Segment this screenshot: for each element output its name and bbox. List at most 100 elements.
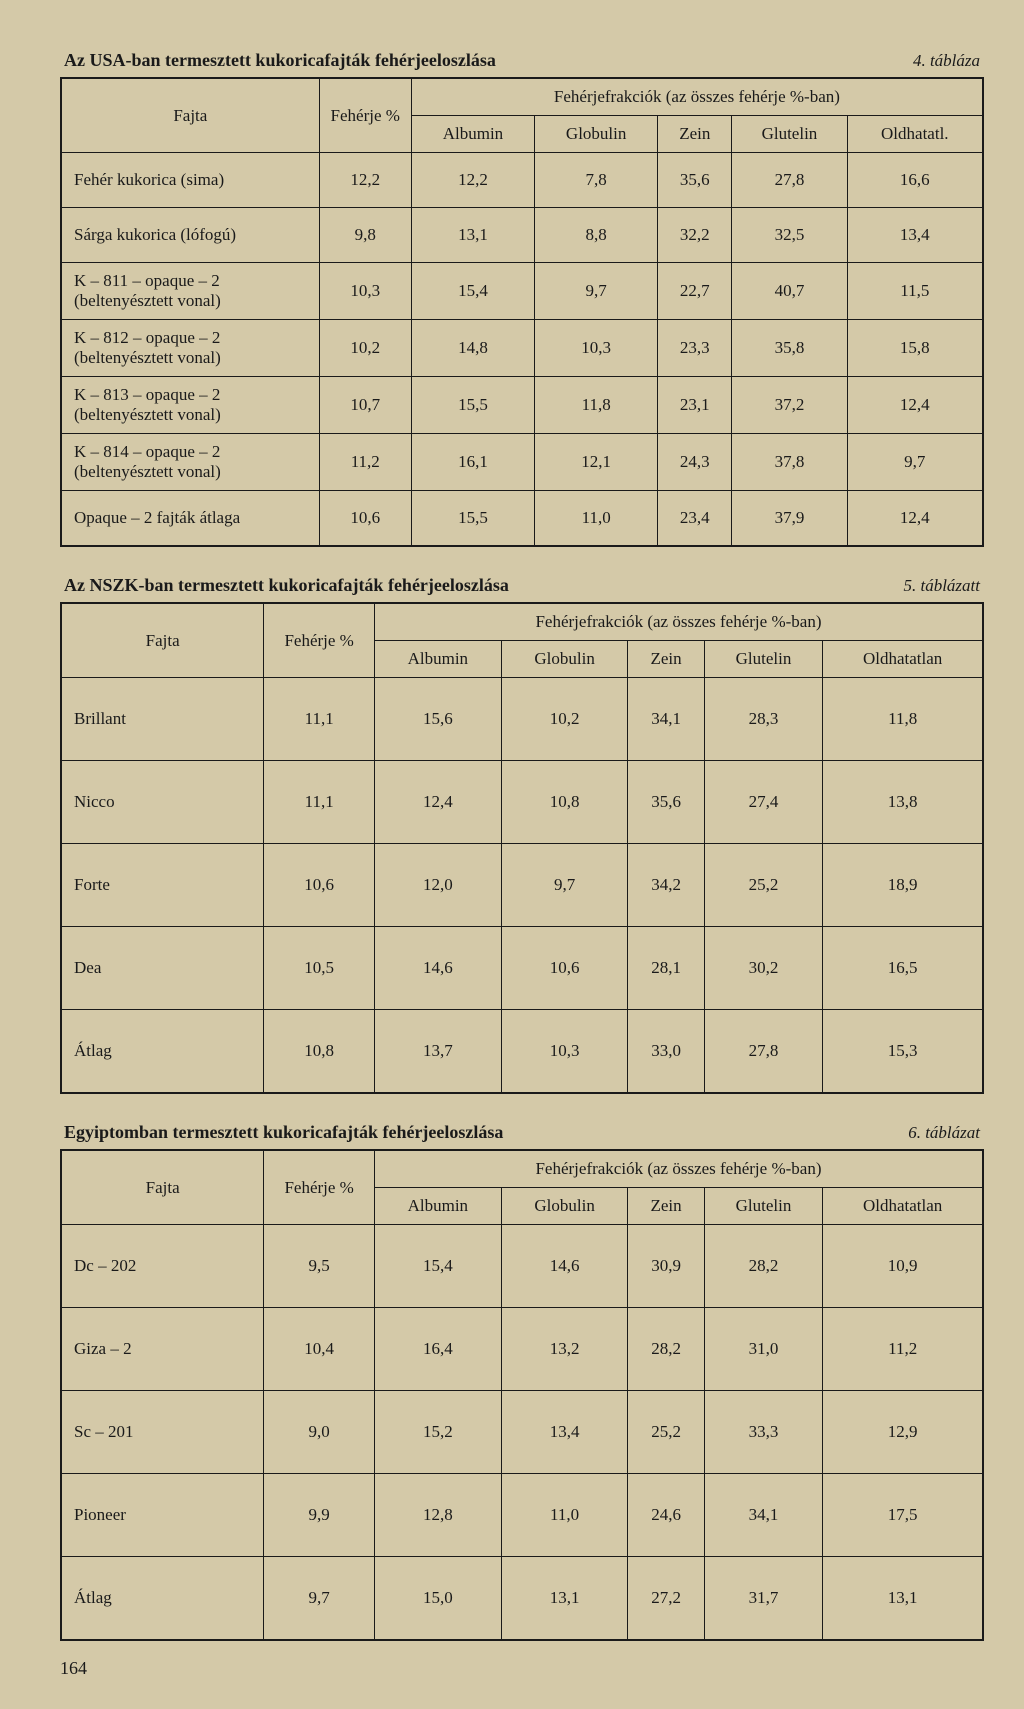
cell: 15,0 (374, 1557, 501, 1641)
cell: 25,2 (628, 1391, 704, 1474)
cell: 11,2 (319, 434, 411, 491)
cell: 12,0 (374, 844, 501, 927)
cell: 16,4 (374, 1308, 501, 1391)
cell: 12,9 (823, 1391, 983, 1474)
table-3-h-fajta: Fajta (61, 1150, 264, 1225)
cell: 15,5 (411, 491, 534, 547)
cell: 13,4 (847, 208, 983, 263)
table-3-num: 6. táblázat (908, 1123, 980, 1143)
row-name: Sc – 201 (61, 1391, 264, 1474)
cell: 23,3 (658, 320, 732, 377)
cell: 18,9 (823, 844, 983, 927)
cell: 37,8 (732, 434, 847, 491)
cell: 27,8 (732, 153, 847, 208)
table-1-h-c0: Albumin (411, 116, 534, 153)
row-name: Átlag (61, 1557, 264, 1641)
cell: 12,4 (374, 761, 501, 844)
row-name: Nicco (61, 761, 264, 844)
cell: 35,8 (732, 320, 847, 377)
cell: 11,0 (501, 1474, 628, 1557)
table-2-h-c2: Zein (628, 641, 704, 678)
cell: 37,2 (732, 377, 847, 434)
cell: 32,5 (732, 208, 847, 263)
cell: 15,6 (374, 678, 501, 761)
cell: 9,0 (264, 1391, 375, 1474)
cell: 10,6 (264, 844, 375, 927)
cell: 11,1 (264, 761, 375, 844)
cell: 31,0 (704, 1308, 823, 1391)
row-name: Pioneer (61, 1474, 264, 1557)
table-1-h-c1: Globulin (535, 116, 658, 153)
table-1-title: Az USA-ban termesztett kukoricafajták fe… (64, 50, 496, 71)
table-2-h-c3: Glutelin (704, 641, 823, 678)
cell: 10,5 (264, 927, 375, 1010)
table-1: Fajta Fehérje % Fehérjefrakciók (az össz… (60, 77, 984, 547)
cell: 40,7 (732, 263, 847, 320)
table-1-h-c3: Glutelin (732, 116, 847, 153)
cell: 9,7 (847, 434, 983, 491)
row-name: Opaque – 2 fajták átlaga (61, 491, 319, 547)
table-row: Pioneer9,912,811,024,634,117,5 (61, 1474, 983, 1557)
cell: 24,6 (628, 1474, 704, 1557)
cell: 14,8 (411, 320, 534, 377)
cell: 12,2 (319, 153, 411, 208)
cell: 15,8 (847, 320, 983, 377)
table-block-2: Az NSZK-ban termesztett kukoricafajták f… (60, 575, 984, 1094)
cell: 10,3 (535, 320, 658, 377)
cell: 23,4 (658, 491, 732, 547)
cell: 9,5 (264, 1225, 375, 1308)
cell: 15,2 (374, 1391, 501, 1474)
row-name: Giza – 2 (61, 1308, 264, 1391)
table-2-h-feherje: Fehérje % (264, 603, 375, 678)
table-3-h-c4: Oldhatatlan (823, 1188, 983, 1225)
table-2-title: Az NSZK-ban termesztett kukoricafajták f… (64, 575, 509, 596)
cell: 9,7 (535, 263, 658, 320)
cell: 11,1 (264, 678, 375, 761)
table-3-h-c3: Glutelin (704, 1188, 823, 1225)
row-name: Brillant (61, 678, 264, 761)
cell: 11,8 (823, 678, 983, 761)
page: Az USA-ban termesztett kukoricafajták fe… (0, 0, 1024, 1709)
cell: 14,6 (501, 1225, 628, 1308)
cell: 30,9 (628, 1225, 704, 1308)
table-1-num: 4. tábláza (913, 51, 980, 71)
table-1-h-fajta: Fajta (61, 78, 319, 153)
cell: 22,7 (658, 263, 732, 320)
table-row: Brillant11,115,610,234,128,311,8 (61, 678, 983, 761)
table-3-title: Egyiptomban termesztett kukoricafajták f… (64, 1122, 503, 1143)
table-2-h-c0: Albumin (374, 641, 501, 678)
cell: 34,2 (628, 844, 704, 927)
cell: 12,4 (847, 377, 983, 434)
table-2-body: Brillant11,115,610,234,128,311,8Nicco11,… (61, 678, 983, 1094)
row-name: Sárga kukorica (lófogú) (61, 208, 319, 263)
cell: 34,1 (628, 678, 704, 761)
cell: 10,6 (319, 491, 411, 547)
cell: 16,5 (823, 927, 983, 1010)
cell: 15,3 (823, 1010, 983, 1094)
table-row: K – 812 – opaque – 2(beltenyésztett vona… (61, 320, 983, 377)
table-2-num: 5. táblázatt (903, 576, 980, 596)
cell: 9,9 (264, 1474, 375, 1557)
cell: 30,2 (704, 927, 823, 1010)
table-row: Dea10,514,610,628,130,216,5 (61, 927, 983, 1010)
cell: 10,8 (264, 1010, 375, 1094)
table-2-h-c4: Oldhatatlan (823, 641, 983, 678)
table-row: Dc – 2029,515,414,630,928,210,9 (61, 1225, 983, 1308)
table-row: Opaque – 2 fajták átlaga10,615,511,023,4… (61, 491, 983, 547)
table-row: Átlag10,813,710,333,027,815,3 (61, 1010, 983, 1094)
cell: 10,7 (319, 377, 411, 434)
table-row: K – 814 – opaque – 2(beltenyésztett vona… (61, 434, 983, 491)
cell: 34,1 (704, 1474, 823, 1557)
cell: 31,7 (704, 1557, 823, 1641)
table-row: Forte10,612,09,734,225,218,9 (61, 844, 983, 927)
cell: 16,1 (411, 434, 534, 491)
cell: 37,9 (732, 491, 847, 547)
cell: 27,4 (704, 761, 823, 844)
table-2: Fajta Fehérje % Fehérjefrakciók (az össz… (60, 602, 984, 1094)
row-name: Fehér kukorica (sima) (61, 153, 319, 208)
table-3-title-row: Egyiptomban termesztett kukoricafajták f… (60, 1122, 984, 1143)
table-2-h-frakciok: Fehérjefrakciók (az összes fehérje %-ban… (374, 603, 983, 641)
table-row: Nicco11,112,410,835,627,413,8 (61, 761, 983, 844)
cell: 15,4 (411, 263, 534, 320)
table-row: K – 811 – opaque – 2(beltenyésztett vona… (61, 263, 983, 320)
